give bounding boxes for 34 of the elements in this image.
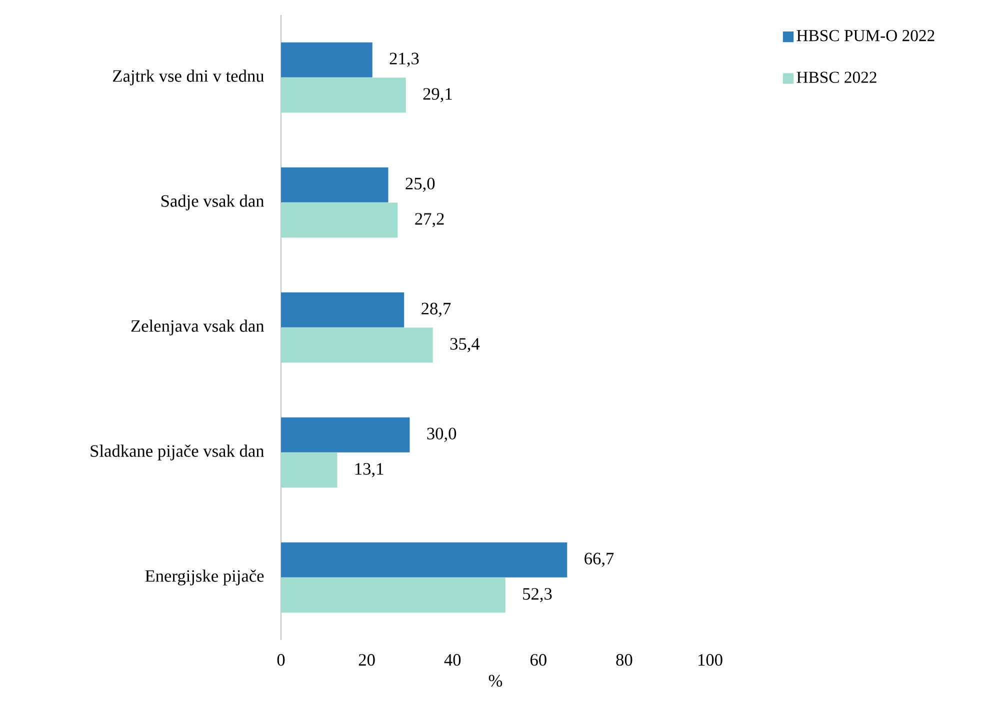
bar <box>280 167 388 202</box>
bar <box>280 328 433 363</box>
bar <box>280 452 338 488</box>
data-label: 27,2 <box>415 213 444 228</box>
x-axis-title: % <box>488 674 502 687</box>
bar <box>280 417 410 452</box>
bar <box>280 578 506 613</box>
data-label: 29,1 <box>423 88 452 102</box>
bar <box>280 292 404 328</box>
x-tick-label: 20 <box>358 654 375 666</box>
legend-label: HBSC PUM-O 2022 <box>796 30 934 42</box>
data-label: 30,0 <box>427 428 456 442</box>
data-label: 13,1 <box>355 463 384 478</box>
bar <box>280 542 568 578</box>
bar <box>280 78 406 113</box>
data-label: 52,3 <box>523 588 552 602</box>
data-label: 66,7 <box>584 552 614 567</box>
data-label: 35,4 <box>450 338 480 352</box>
bar <box>280 42 372 78</box>
bar <box>280 202 398 238</box>
x-tick-label: 40 <box>444 654 461 666</box>
data-label: 25,0 <box>406 178 435 192</box>
x-tick-label: 100 <box>698 654 722 666</box>
y-tick-label: Sladkane pijače vsak dan <box>90 444 264 460</box>
x-tick-label: 60 <box>530 654 546 666</box>
x-tick-label: 0 <box>277 654 285 666</box>
data-label: 28,7 <box>422 302 451 317</box>
y-tick-label: Energijske pijače <box>145 570 264 586</box>
data-label: 21,3 <box>390 52 419 67</box>
y-tick-label: Zelenjava vsak dan <box>131 320 264 336</box>
y-tick-label: Zajtrk vse dni v tednu <box>113 70 264 86</box>
y-tick-label: Sadje vsak dan <box>161 194 264 210</box>
x-tick-label: 80 <box>616 654 632 666</box>
legend-label: HBSC 2022 <box>796 72 876 83</box>
